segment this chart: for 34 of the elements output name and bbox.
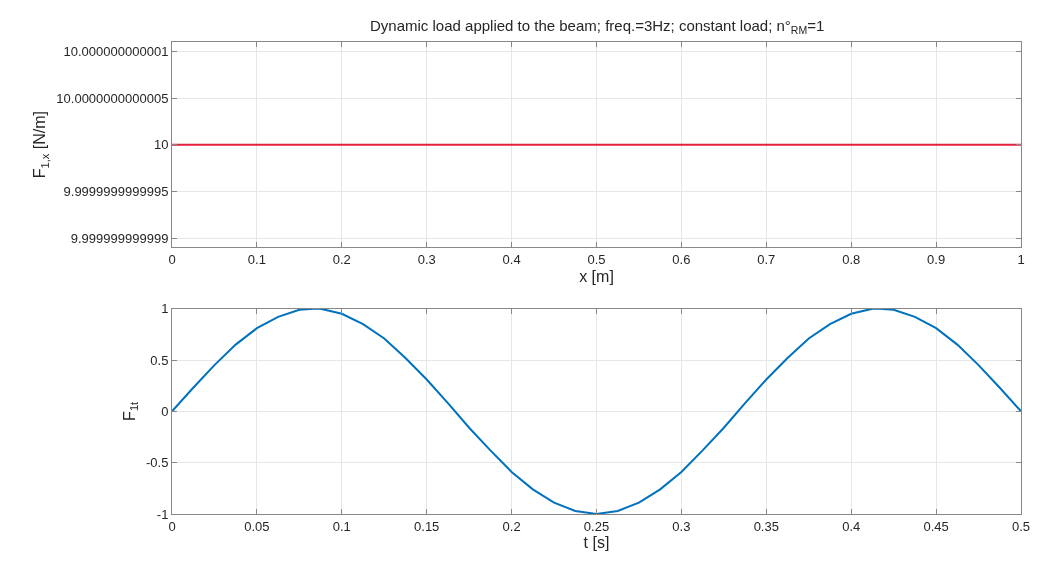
x-tick-label: 0.2 [332, 251, 351, 267]
x-tick-label: 0.5 [587, 251, 606, 267]
x-tick-label: 0.15 [414, 518, 440, 534]
x-tick-label: 0.4 [502, 251, 521, 267]
y-tick-label: 0 [161, 403, 169, 419]
x-tick-label: 0.45 [923, 518, 949, 534]
x-axis-title: t [s] [583, 534, 610, 552]
x-tick-label: 0.8 [842, 251, 861, 267]
x-tick-label: 0.1 [247, 251, 266, 267]
x-tick-label: 1 [1017, 251, 1025, 267]
x-tick-label: 0.6 [672, 251, 691, 267]
y-tick-label: -1 [156, 506, 169, 522]
chart-title: Dynamic load applied to the beam; freq.=3Hz; constant load; n°$_{RM}$=1 [370, 17, 825, 37]
y-tick-label: 10.0000000000005 [56, 90, 169, 106]
x-tick-label: 0.5 [1011, 518, 1031, 534]
x-tick-label: 0.35 [753, 518, 779, 534]
x-tick-label: 0.1 [332, 518, 351, 534]
x-tick-label: 0.7 [757, 251, 776, 267]
x-tick-label: 0.2 [502, 518, 521, 534]
x-tick-label: 0.3 [417, 251, 436, 267]
y-tick-label: -0.5 [145, 455, 169, 471]
x-tick-label: 0.05 [244, 518, 270, 534]
y-tick-label: 0.5 [150, 352, 169, 368]
x-tick-label: 0.25 [583, 518, 610, 534]
y-tick-label: 1 [161, 301, 169, 317]
y-tick-label: 9.999999999999 [70, 230, 169, 246]
line-series [172, 308, 1021, 514]
x-tick-label: 0.9 [927, 251, 946, 267]
y-tick-label: 10 [153, 137, 169, 153]
x-tick-label: 0.3 [672, 518, 691, 534]
x-tick-label: 0.4 [842, 518, 861, 534]
x-axis-title: x [m] [579, 267, 614, 285]
y-tick-label: 9.9999999999995 [63, 183, 169, 199]
y-tick-label: 10.000000000001 [63, 43, 169, 59]
